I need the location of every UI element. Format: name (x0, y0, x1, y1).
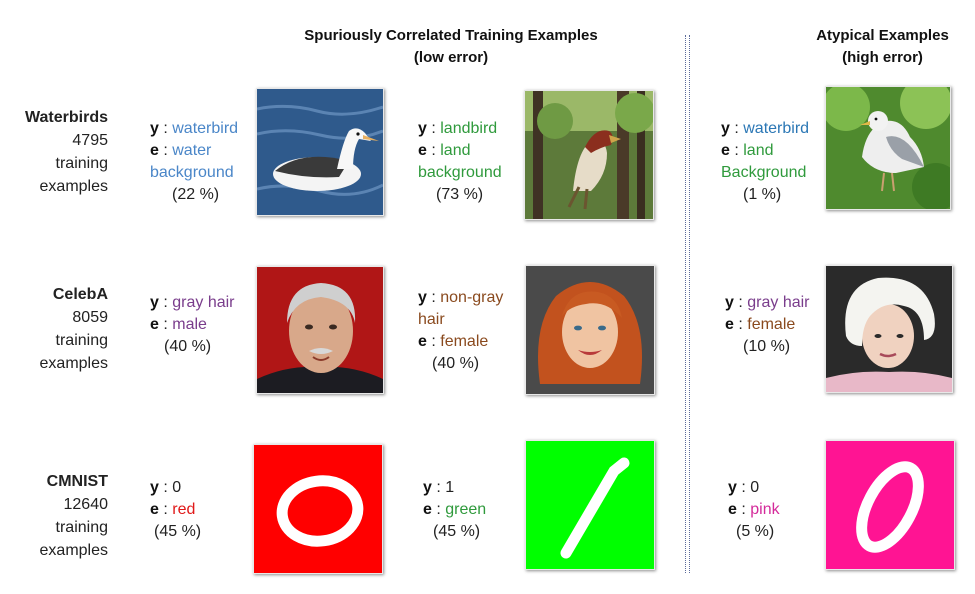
example-label: y : landbird e : land background (73 %) (418, 118, 502, 206)
example-image-digit-1-green (525, 440, 655, 570)
dataset-count: 8059 (72, 309, 108, 326)
atypical-header: Atypical Examples (high error) (795, 25, 970, 69)
spurious-header-subtitle: (low error) (413, 49, 489, 66)
dataset-cmnist: CMNIST 12640 training examples (0, 470, 108, 562)
digit-0-pink-illustration (826, 441, 954, 569)
dataset-label: training (55, 155, 108, 172)
example-label: y : gray hair e : male (40 %) (150, 292, 235, 358)
example-label: y : 0 e : red (45 %) (150, 477, 201, 543)
white-haired-woman-illustration (826, 266, 952, 392)
e-value: red (172, 501, 196, 518)
y-value: gray hair (747, 294, 810, 311)
y-value: 0 (750, 479, 760, 496)
dataset-label: training (55, 332, 108, 349)
digit-1-green-illustration (526, 441, 654, 569)
percentage: (45 %) (433, 523, 481, 540)
dataset-celeba: CelebA 8059 training examples (0, 283, 108, 375)
y-value: 0 (172, 479, 182, 496)
example-label: y : non-gray hair e : female (40 %) (418, 287, 503, 375)
y-value: waterbird (172, 120, 239, 137)
y-value: waterbird (743, 120, 810, 137)
e-value: water (172, 142, 212, 159)
dataset-count: 12640 (63, 496, 109, 513)
e-value: green (445, 501, 487, 518)
e-value: male (172, 316, 207, 333)
e-value: pink (750, 501, 780, 518)
dataset-name: CelebA (52, 286, 108, 303)
dataset-label: training (55, 519, 108, 536)
example-image-gull (825, 86, 951, 210)
example-label: y : gray hair e : female (10 %) (725, 292, 810, 358)
percentage: (22 %) (172, 186, 220, 203)
e-value-cont: Background (721, 164, 807, 181)
percentage: (5 %) (736, 523, 775, 540)
gray-haired-man-illustration (257, 267, 383, 393)
e-value: land (743, 142, 774, 159)
example-image-forest-bird (524, 90, 654, 220)
atypical-header-subtitle: (high error) (842, 49, 923, 66)
atypical-header-title: Atypical Examples (816, 27, 949, 44)
y-value: 1 (445, 479, 455, 496)
e-value-cont: background (150, 164, 234, 181)
y-value-cont: hair (418, 311, 445, 328)
dataset-label: examples (39, 178, 108, 195)
dataset-label: examples (39, 542, 108, 559)
e-value: female (440, 333, 489, 350)
example-image-digit-0-red (253, 444, 383, 574)
e-value-cont: background (418, 164, 502, 181)
percentage: (45 %) (154, 523, 202, 540)
example-label: y : waterbird e : land Background (1 %) (721, 118, 809, 206)
y-value: gray hair (172, 294, 235, 311)
dataset-name: Waterbirds (25, 109, 108, 126)
dataset-count: 4795 (72, 132, 108, 149)
percentage: (40 %) (164, 338, 212, 355)
column-divider (685, 35, 690, 573)
e-value: female (747, 316, 796, 333)
y-value: landbird (440, 120, 498, 137)
e-value: land (440, 142, 471, 159)
percentage: (40 %) (432, 355, 480, 372)
example-image-white-haired-woman (825, 265, 953, 393)
gull-illustration (826, 87, 950, 209)
spurious-header: Spuriously Correlated Training Examples … (282, 25, 620, 69)
example-image-albatross (256, 88, 384, 216)
example-image-red-haired-woman (525, 265, 655, 395)
spurious-header-title: Spuriously Correlated Training Examples (304, 27, 598, 44)
example-label: y : waterbird e : water background (22 %… (150, 118, 238, 206)
example-label: y : 1 e : green (45 %) (423, 477, 486, 543)
dataset-label: examples (39, 355, 108, 372)
dataset-name: CMNIST (46, 473, 108, 490)
y-value: non-gray (440, 289, 504, 306)
red-haired-woman-illustration (526, 266, 654, 394)
forest-bird-illustration (525, 91, 653, 219)
dataset-waterbirds: Waterbirds 4795 training examples (0, 106, 108, 198)
digit-0-red-illustration (254, 445, 382, 573)
albatross-illustration (257, 89, 383, 215)
percentage: (10 %) (743, 338, 791, 355)
example-image-digit-0-pink (825, 440, 955, 570)
example-label: y : 0 e : pink (5 %) (728, 477, 780, 543)
percentage: (1 %) (743, 186, 782, 203)
percentage: (73 %) (436, 186, 484, 203)
example-image-gray-haired-man (256, 266, 384, 394)
